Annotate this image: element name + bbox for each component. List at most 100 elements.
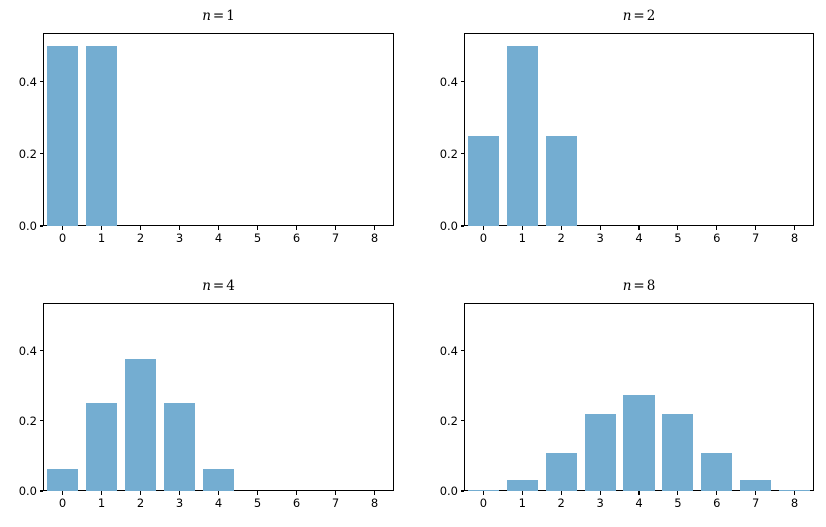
- xtick-mark: [677, 491, 679, 495]
- xtick-mark: [638, 226, 640, 230]
- xtick-label: 4: [214, 231, 223, 245]
- xtick-label: 3: [596, 231, 604, 245]
- xtick-mark: [521, 226, 523, 230]
- ytick-mark: [39, 153, 43, 155]
- xtick-mark: [334, 226, 337, 230]
- title-equals: =: [633, 8, 645, 24]
- ytick-mark: [39, 225, 43, 227]
- xtick-mark: [295, 491, 298, 495]
- title-variable: n: [202, 8, 211, 24]
- xtick-mark: [217, 491, 220, 495]
- xtick-mark: [217, 226, 220, 230]
- xtick-label: 0: [479, 496, 488, 510]
- xtick-mark: [100, 226, 103, 230]
- xtick-mark: [100, 491, 103, 495]
- xtick-mark: [178, 226, 181, 230]
- xtick-mark: [794, 491, 796, 495]
- ytick-label: 0.4: [18, 343, 37, 358]
- xtick-mark: [560, 226, 562, 230]
- subplot-title: n = 8: [464, 278, 814, 294]
- ytick-mark: [460, 420, 464, 422]
- xtick-mark: [256, 226, 259, 230]
- xtick-label: 8: [790, 231, 799, 245]
- xtick-label: 8: [370, 496, 379, 510]
- xtick-mark: [716, 491, 718, 495]
- xtick-mark: [599, 226, 601, 230]
- subplot-title: n = 4: [43, 278, 394, 294]
- bar: [85, 403, 118, 491]
- bar: [545, 135, 577, 226]
- xtick-mark: [716, 226, 718, 230]
- xtick-mark: [755, 491, 757, 495]
- ytick-label: 0.2: [18, 146, 37, 161]
- xtick-label: 4: [635, 231, 643, 245]
- xtick-mark: [373, 226, 376, 230]
- xtick-label: 1: [97, 231, 106, 245]
- xtick-label: 1: [518, 231, 526, 245]
- title-number: 8: [646, 278, 656, 294]
- xtick-label: 1: [97, 496, 106, 510]
- bar: [46, 45, 79, 226]
- ytick-label: 0.0: [439, 484, 458, 498]
- xtick-label: 7: [331, 231, 340, 245]
- title-variable: n: [202, 278, 211, 294]
- bar: [467, 135, 499, 226]
- plot-area: [43, 303, 394, 491]
- xtick-label: 1: [518, 496, 526, 510]
- xtick-label: 2: [136, 231, 145, 245]
- ytick-mark: [460, 490, 464, 492]
- subplot-title: n = 1: [43, 8, 394, 24]
- xtick-label: 6: [292, 231, 301, 245]
- ytick-label: 0.0: [18, 219, 37, 233]
- bar: [163, 403, 196, 491]
- bar: [623, 395, 655, 491]
- xtick-label: 4: [635, 496, 643, 510]
- xtick-label: 5: [674, 231, 682, 245]
- title-variable: n: [622, 278, 632, 294]
- bar: [124, 359, 157, 491]
- xtick-label: 2: [557, 231, 565, 245]
- xtick-label: 5: [674, 496, 682, 510]
- plot-area: [464, 303, 814, 491]
- xtick-label: 6: [292, 496, 301, 510]
- subplot-4: n = 8 0 1 2 3 4 5 6 7 8 0.0 0.2 0.4: [440, 278, 814, 510]
- ytick-mark: [39, 420, 43, 422]
- xtick-label: 3: [596, 496, 604, 510]
- ytick-label: 0.4: [439, 74, 458, 89]
- subplot-2: n = 2 0 1 2 3 4 5 6 7 8 0.0 0.2 0.4: [440, 8, 814, 245]
- subplot-title: n = 2: [464, 8, 814, 24]
- ytick-mark: [460, 153, 464, 155]
- xtick-label: 0: [58, 496, 67, 510]
- xtick-label: 7: [751, 231, 760, 245]
- xtick-mark: [521, 491, 523, 495]
- xtick-mark: [560, 491, 562, 495]
- bar: [740, 480, 772, 491]
- title-equals: =: [212, 8, 225, 24]
- bar: [584, 414, 616, 491]
- xtick-label: 6: [713, 496, 721, 510]
- ytick-label: 0.2: [18, 413, 37, 428]
- bar: [779, 489, 811, 491]
- ytick-label: 0.0: [439, 219, 458, 233]
- bar: [662, 414, 694, 491]
- xtick-label: 2: [136, 496, 145, 510]
- xtick-mark: [61, 226, 64, 230]
- xtick-label: 7: [751, 496, 760, 510]
- xtick-mark: [178, 491, 181, 495]
- xtick-label: 7: [331, 496, 340, 510]
- xtick-label: 5: [253, 496, 262, 510]
- xtick-mark: [677, 226, 679, 230]
- title-equals: =: [212, 278, 225, 294]
- xtick-mark: [334, 491, 337, 495]
- xtick-mark: [139, 226, 142, 230]
- xtick-label: 2: [557, 496, 565, 510]
- plot-area: [43, 33, 394, 226]
- title-number: 2: [646, 8, 656, 24]
- bar: [506, 45, 538, 226]
- xtick-label: 5: [253, 231, 262, 245]
- ytick-mark: [39, 81, 43, 83]
- xtick-mark: [638, 491, 640, 495]
- xtick-label: 0: [58, 231, 67, 245]
- xtick-label: 8: [370, 231, 379, 245]
